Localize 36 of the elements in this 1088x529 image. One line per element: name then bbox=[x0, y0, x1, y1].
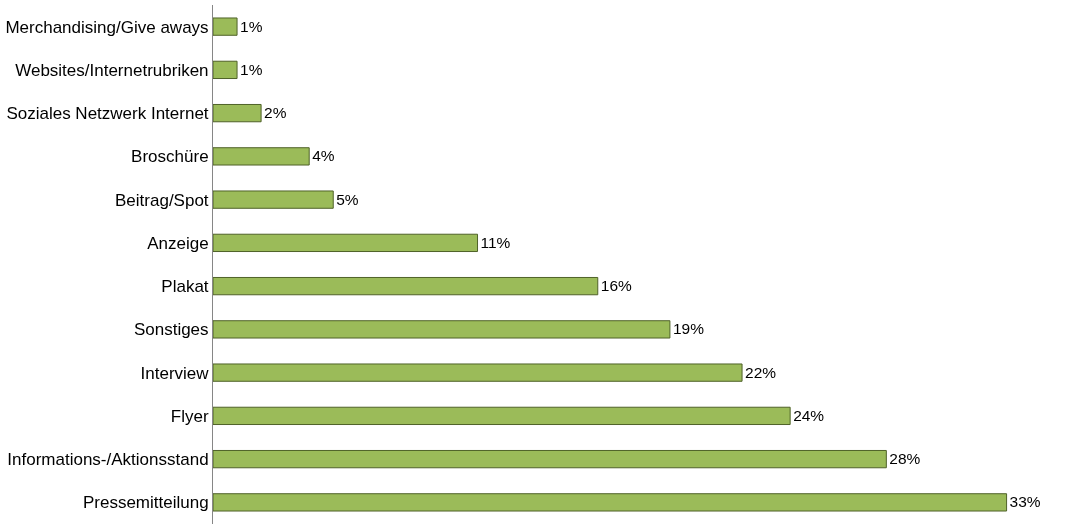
bar bbox=[213, 363, 743, 382]
data-label: 11% bbox=[480, 233, 511, 251]
data-label: 28% bbox=[889, 450, 921, 468]
y-tick-label: Anzeige bbox=[147, 233, 209, 253]
data-label: 1% bbox=[240, 17, 263, 35]
bar bbox=[213, 147, 310, 166]
y-tick-label: Soziales Netzwerk Internet bbox=[6, 104, 209, 124]
bar bbox=[213, 449, 887, 469]
bar bbox=[213, 103, 262, 123]
y-tick-label: Plakat bbox=[161, 277, 209, 297]
data-label: 16% bbox=[600, 277, 632, 295]
bar bbox=[213, 493, 1008, 512]
bar bbox=[213, 320, 671, 339]
y-tick-label: Websites/Internetrubriken bbox=[15, 60, 209, 80]
y-tick-label: Pressemitteilung bbox=[82, 493, 209, 513]
data-label: 5% bbox=[336, 190, 359, 208]
bar bbox=[213, 406, 791, 426]
data-label: 2% bbox=[264, 104, 287, 122]
data-label: 33% bbox=[1009, 493, 1041, 511]
y-tick-label: Sonstiges bbox=[133, 320, 209, 340]
y-tick-label: Beitrag/Spot bbox=[115, 190, 209, 210]
bar bbox=[213, 190, 334, 209]
bar bbox=[213, 233, 479, 253]
y-tick-label: Interview bbox=[140, 363, 210, 383]
y-tick-label: Broschüre bbox=[131, 147, 209, 167]
data-label: 4% bbox=[312, 147, 335, 165]
bar bbox=[213, 17, 238, 36]
y-tick-label: Merchandising/Give aways bbox=[5, 17, 209, 37]
data-label: 19% bbox=[672, 320, 705, 338]
data-label: 24% bbox=[793, 406, 825, 424]
data-label: 22% bbox=[745, 363, 777, 381]
bar bbox=[213, 276, 599, 296]
y-tick-label: Flyer bbox=[170, 406, 209, 426]
data-label: 1% bbox=[240, 60, 263, 78]
y-tick-label: Informations-/Aktionsstand bbox=[7, 450, 209, 470]
bar bbox=[213, 60, 238, 80]
